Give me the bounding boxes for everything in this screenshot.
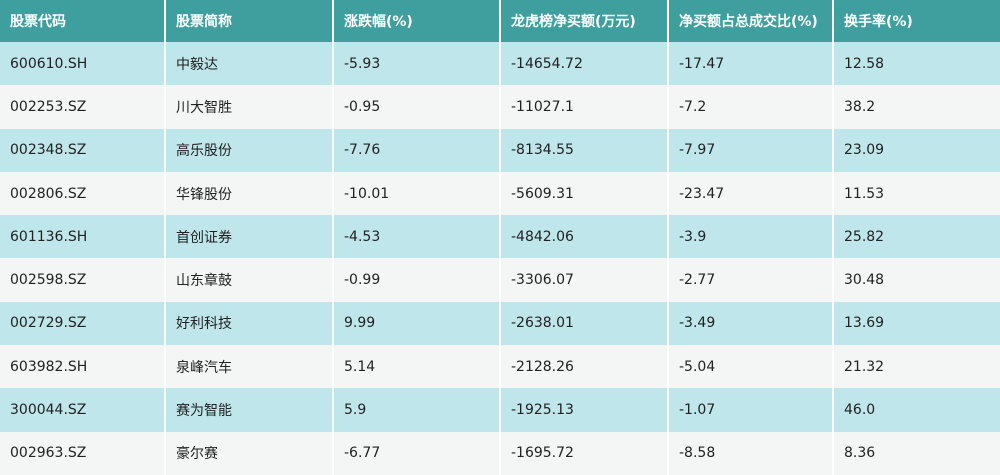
table-cell: 好利科技: [164, 301, 333, 346]
table-cell: -2128.26: [499, 345, 668, 389]
table-cell: 25.82: [832, 215, 1000, 259]
table-cell: -6.77: [332, 431, 500, 475]
table-cell: 9.99: [332, 301, 500, 346]
table-cell: -1925.13: [499, 388, 668, 432]
table-cell: -4.53: [332, 215, 500, 259]
table-cell: -7.97: [667, 128, 833, 172]
table-row: 002348.SZ 高乐股份 -7.76 -8134.55 -7.97 23.09: [0, 128, 1000, 172]
table-cell: 11.53: [832, 171, 1000, 216]
header-cell: 股票简称: [164, 0, 333, 42]
table-cell: -0.99: [332, 258, 500, 302]
table-cell: -14654.72: [499, 42, 668, 86]
table-cell: 赛为智能: [164, 388, 333, 432]
header-cell: 涨跌幅(%): [332, 0, 500, 42]
table-cell: 5.14: [332, 345, 500, 389]
table-row: 002963.SZ 豪尔赛 -6.77 -1695.72 -8.58 8.36: [0, 431, 1000, 475]
table-cell: 豪尔赛: [164, 431, 333, 475]
table-cell: 603982.SH: [0, 345, 165, 389]
table-cell: -3.9: [667, 215, 833, 259]
table-cell: 002963.SZ: [0, 431, 165, 475]
table-cell: -2.77: [667, 258, 833, 302]
table-cell: -8134.55: [499, 128, 668, 172]
table-cell: -5.04: [667, 345, 833, 389]
table-cell: 23.09: [832, 128, 1000, 172]
table-cell: -3306.07: [499, 258, 668, 302]
table-cell: 30.48: [832, 258, 1000, 302]
header-cell: 净买额占总成交比(%): [667, 0, 833, 42]
table-cell: -0.95: [332, 85, 500, 129]
table-cell: 601136.SH: [0, 215, 165, 259]
table-cell: 38.2: [832, 85, 1000, 129]
table-row: 002253.SZ 川大智胜 -0.95 -11027.1 -7.2 38.2: [0, 85, 1000, 129]
table-row: 300044.SZ 赛为智能 5.9 -1925.13 -1.07 46.0: [0, 388, 1000, 432]
table-row: 603982.SH 泉峰汽车 5.14 -2128.26 -5.04 21.32: [0, 345, 1000, 389]
table-cell: -1.07: [667, 388, 833, 432]
table-cell: 21.32: [832, 345, 1000, 389]
table-cell: 46.0: [832, 388, 1000, 432]
table-cell: 002348.SZ: [0, 128, 165, 172]
table-cell: -17.47: [667, 42, 833, 86]
table-body: 600610.SH 中毅达 -5.93 -14654.72 -17.47 12.58 002…: [0, 42, 1000, 475]
table-cell: 002598.SZ: [0, 258, 165, 302]
table-cell: 12.58: [832, 42, 1000, 86]
table-cell: -1695.72: [499, 431, 668, 475]
table-cell: -11027.1: [499, 85, 668, 129]
table-cell: 002729.SZ: [0, 301, 165, 346]
table-cell: -5.93: [332, 42, 500, 86]
table-cell: 川大智胜: [164, 85, 333, 129]
table-cell: 首创证券: [164, 215, 333, 259]
table-cell: -8.58: [667, 431, 833, 475]
table-cell: -5609.31: [499, 171, 668, 216]
table-cell: 8.36: [832, 431, 1000, 475]
table-row: 002729.SZ 好利科技 9.99 -2638.01 -3.49 13.69: [0, 301, 1000, 346]
table-row: 002806.SZ 华锋股份 -10.01 -5609.31 -23.47 11.53: [0, 171, 1000, 216]
table-cell: 300044.SZ: [0, 388, 165, 432]
table-cell: -10.01: [332, 171, 500, 216]
table-cell: -7.2: [667, 85, 833, 129]
table-cell: 高乐股份: [164, 128, 333, 172]
table-row: 600610.SH 中毅达 -5.93 -14654.72 -17.47 12.58: [0, 42, 1000, 86]
header-cell: 龙虎榜净买额(万元): [499, 0, 668, 42]
table-row: 002598.SZ 山东章鼓 -0.99 -3306.07 -2.77 30.48: [0, 258, 1000, 302]
table-cell: -4842.06: [499, 215, 668, 259]
table-cell: -2638.01: [499, 301, 668, 346]
header-row: 股票代码 股票简称 涨跌幅(%) 龙虎榜净买额(万元) 净买额占总成交比(%) 换手率(%…: [0, 0, 1000, 42]
table-cell: 002253.SZ: [0, 85, 165, 129]
table-cell: 山东章鼓: [164, 258, 333, 302]
table-row: 601136.SH 首创证券 -4.53 -4842.06 -3.9 25.82: [0, 215, 1000, 259]
table-cell: 002806.SZ: [0, 171, 165, 216]
header-cell: 股票代码: [0, 0, 165, 42]
table-cell: 600610.SH: [0, 42, 165, 86]
table-cell: -3.49: [667, 301, 833, 346]
table-cell: -7.76: [332, 128, 500, 172]
table-cell: 华锋股份: [164, 171, 333, 216]
table-cell: 泉峰汽车: [164, 345, 333, 389]
table-cell: -23.47: [667, 171, 833, 216]
table-cell: 13.69: [832, 301, 1000, 346]
header-cell: 换手率(%): [832, 0, 1000, 42]
table-cell: 5.9: [332, 388, 500, 432]
table-cell: 中毅达: [164, 42, 333, 86]
